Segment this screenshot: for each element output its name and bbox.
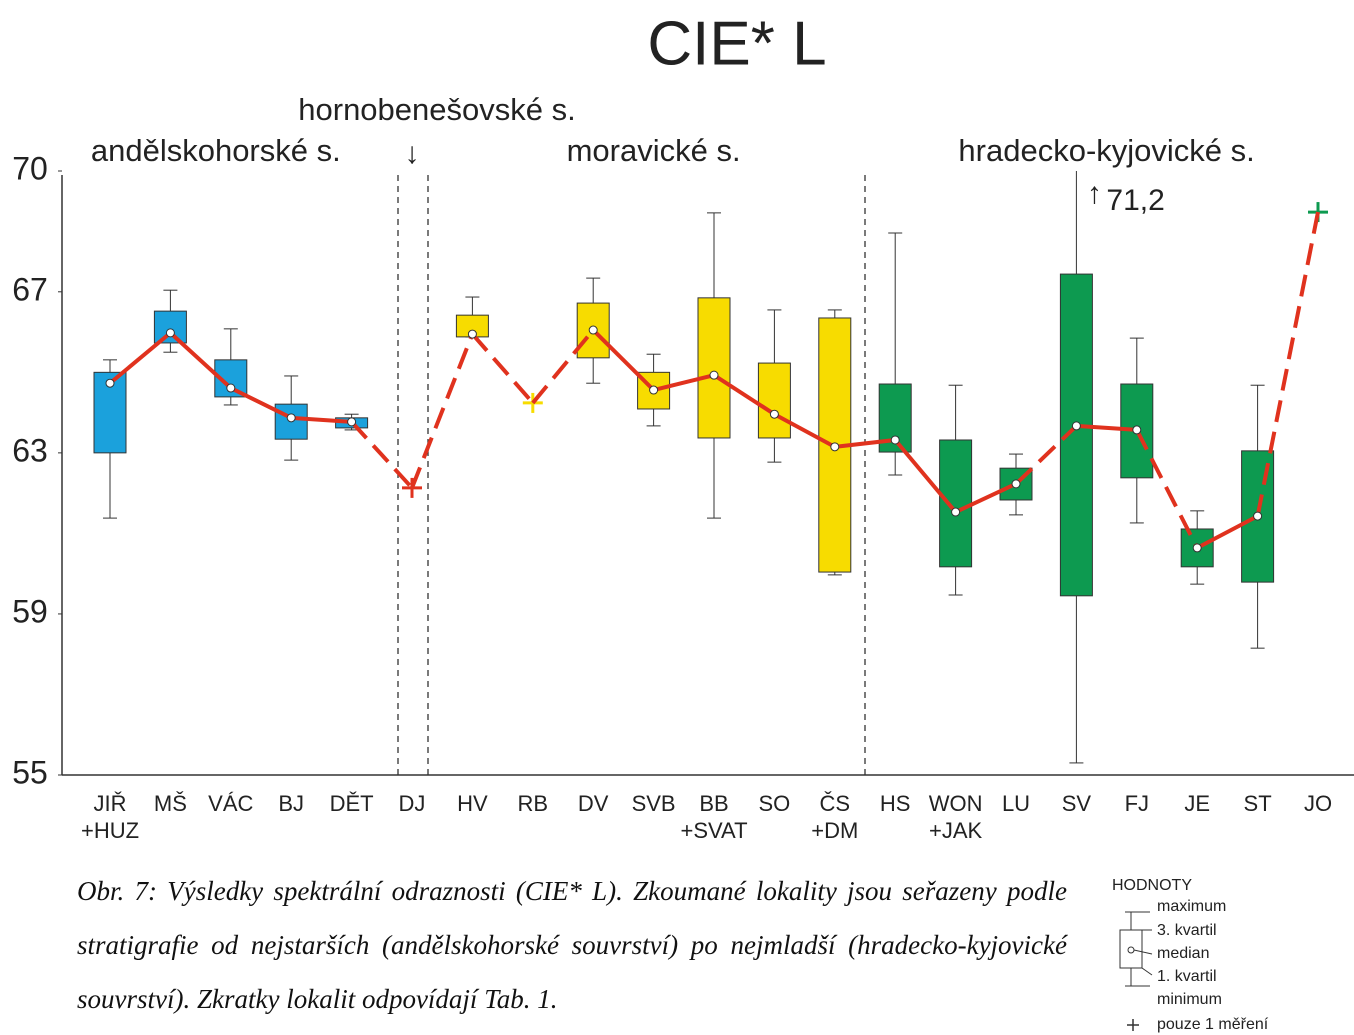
median [286,413,296,423]
max-arrow: ↑ [1087,177,1102,210]
median-link [470,332,535,405]
legend-max: maximum [1157,898,1226,915]
median [649,385,659,395]
box [697,297,731,439]
median [467,329,477,339]
legend-q3: 3. kvartil [1157,922,1217,939]
y-tick-label: 55 [12,754,48,790]
x-tick-label: BJ [278,791,305,816]
median-link [350,420,414,490]
legend-plus [1127,1019,1139,1031]
y-tick-label: 70 [12,150,48,186]
median-link [229,386,293,420]
median-link [410,333,475,489]
median-link [531,328,595,405]
caption: Obr. 7: Výsledky spektrální odraznosti (… [77,876,1067,1014]
median-link [291,415,352,424]
median [830,442,840,452]
median [1253,511,1263,521]
legend-single: pouze 1 měření [1157,1016,1269,1033]
group-label: hornobenešovské s. [298,92,575,127]
legend-title: HODNOTY [1112,877,1192,894]
median [1071,421,1081,431]
plot-area [103,171,1265,529]
median [709,370,719,380]
median [226,383,236,393]
median-link [653,373,715,392]
x-tick-label: BB +SVAT [680,791,748,843]
x-tick-label: HS [879,791,911,816]
median [588,325,598,335]
x-tick-label: RB [517,791,549,816]
median-link [893,438,958,514]
legend-median: median [1157,945,1209,962]
x-tick-label: DV [577,791,609,816]
median-link [591,328,656,392]
y-tick-label: 67 [12,271,48,307]
median [951,507,961,517]
legend-icon [1119,911,1153,987]
x-tick-label: SV [1061,791,1092,816]
box [757,362,791,439]
x-tick-label: ST [1243,791,1272,816]
median-link [1135,429,1199,549]
x-tick-label: JIŘ +HUZ [80,791,140,843]
median-link [834,437,896,449]
group-label: hradecko-kyjovické s. [958,133,1254,168]
median-link [1196,514,1259,550]
median-link [169,331,233,390]
median [347,417,357,427]
x-tick-label: JO [1303,791,1333,816]
x-tick-label: DJ [398,791,426,816]
median-link [1255,211,1320,517]
median [165,328,175,338]
x-tick-label: HV [457,791,488,816]
median [1132,425,1142,435]
y-tick-label: 63 [12,432,48,468]
median-link [1014,424,1078,486]
group-label: andělskohorské s. [91,133,341,168]
median [769,409,779,419]
x-tick-label: LU [1001,791,1031,816]
group-arrow: ↓ [405,137,420,170]
x-tick-label: SO [758,791,791,816]
x-tick-label: WON +JAK [928,791,983,843]
chart-title: CIE* L [647,9,826,78]
median-link [1076,423,1137,432]
legend-min: minimum [1157,991,1222,1008]
box [939,439,973,568]
x-tick-label: DĚT [329,791,374,816]
x-tick-label: JE [1184,791,1211,816]
x-tick-label: MŠ [153,791,187,816]
legend-q1: 1. kvartil [1157,968,1217,985]
x-tick-label: SVB [631,791,676,816]
y-tick-label: 59 [12,593,48,629]
median-link [773,412,836,449]
median [890,435,900,445]
group-label: moravické s. [567,133,741,168]
x-tick-label: VÁC [208,791,254,816]
max-value-label: 71,2 [1106,184,1164,217]
median-link [108,331,172,385]
median-link [712,373,776,416]
box [153,310,187,344]
median-link [954,482,1017,514]
x-tick-label: ČS +DM [811,791,859,843]
median [105,378,115,388]
median [1011,479,1021,489]
median [1192,543,1202,553]
x-tick-label: FJ [1124,791,1150,816]
